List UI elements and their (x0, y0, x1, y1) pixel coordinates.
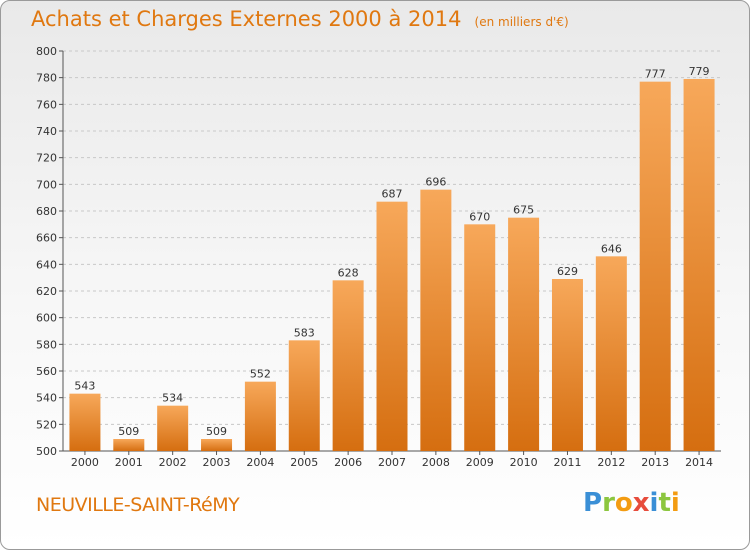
x-tick-label: 2008 (422, 456, 450, 469)
x-tick-label: 2005 (290, 456, 318, 469)
logo-letter: t (658, 488, 671, 518)
data-label: 670 (469, 210, 490, 223)
bar (551, 279, 583, 451)
logo-letter: x (632, 488, 650, 518)
bar (288, 340, 320, 451)
x-tick-labels: 2000 2001 2002 2003 2004 2005 2006 2007 2008 2009… (71, 456, 713, 469)
logo-letter: r (602, 488, 615, 518)
data-label: 675 (513, 204, 534, 217)
logo-letter: P (583, 488, 603, 518)
x-tick-label: 2010 (510, 456, 538, 469)
data-label: 646 (601, 242, 622, 255)
x-tick-label: 2009 (466, 456, 494, 469)
y-tick-label: 720 (36, 152, 57, 165)
y-tick-label: 660 (36, 232, 57, 245)
data-label: 552 (250, 368, 271, 381)
y-tick-label: 680 (36, 205, 57, 218)
x-tick-label: 2006 (334, 456, 362, 469)
y-tick-label: 640 (36, 258, 57, 271)
y-tick-label: 560 (36, 365, 57, 378)
x-tick-label: 2004 (246, 456, 274, 469)
y-tick-labels: 500 520 540 560 580 600 620 640 660 680 700 720 740 7… (36, 45, 57, 458)
y-tick-label: 800 (36, 45, 57, 58)
bar (595, 256, 627, 451)
bar (157, 405, 189, 451)
bar (639, 81, 671, 452)
logo-letter: o (614, 488, 633, 518)
y-tick-label: 760 (36, 98, 57, 111)
bar (464, 224, 496, 451)
data-label: 779 (689, 65, 710, 78)
data-label: 629 (557, 265, 578, 278)
y-tick-label: 780 (36, 72, 57, 85)
data-label: 777 (645, 68, 666, 81)
y-tick-label: 540 (36, 392, 57, 405)
y-tick-label: 600 (36, 312, 57, 325)
x-tick-label: 2001 (115, 456, 143, 469)
data-label: 543 (74, 380, 95, 393)
bar (69, 393, 101, 451)
commune-name: NEUVILLE-SAINT-RéMY (36, 494, 240, 516)
bar (376, 201, 408, 451)
data-label: 509 (206, 425, 227, 438)
data-label: 628 (338, 266, 359, 279)
y-tick-label: 740 (36, 125, 57, 138)
y-tick-label: 580 (36, 338, 57, 351)
x-tick-label: 2000 (71, 456, 99, 469)
data-label: 696 (425, 176, 446, 189)
x-tick-label: 2002 (159, 456, 187, 469)
proxiti-logo: Proxiti (583, 488, 680, 518)
x-tick-label: 2013 (641, 456, 669, 469)
data-label: 583 (294, 326, 315, 339)
bar (113, 439, 145, 451)
logo-letter: i (670, 488, 680, 518)
data-label: 509 (118, 425, 139, 438)
x-tick-label: 2003 (203, 456, 231, 469)
x-tick-label: 2014 (685, 456, 713, 469)
y-tick-label: 620 (36, 285, 57, 298)
title-row: Achats et Charges Externes 2000 à 2014 (… (31, 7, 569, 31)
data-label: 534 (162, 392, 183, 405)
bar (332, 280, 364, 451)
bar (201, 439, 233, 451)
bar (508, 217, 540, 451)
data-labels: 543 509 534 509 552 583 628 687 696 670 675 629 646 7… (74, 65, 709, 438)
y-tick-label: 700 (36, 178, 57, 191)
data-label: 687 (382, 188, 403, 201)
bar (420, 189, 452, 451)
bar (244, 381, 276, 451)
x-tick-label: 2011 (553, 456, 581, 469)
logo-letter: i (649, 488, 659, 518)
bar (683, 79, 715, 451)
chart-subtitle: (en milliers d'€) (474, 15, 569, 29)
x-tick-label: 2007 (378, 456, 406, 469)
bars (69, 79, 715, 452)
y-tick-label: 500 (36, 445, 57, 458)
y-tick-label: 520 (36, 418, 57, 431)
x-tick-label: 2012 (597, 456, 625, 469)
chart-title: Achats et Charges Externes 2000 à 2014 (31, 7, 462, 31)
